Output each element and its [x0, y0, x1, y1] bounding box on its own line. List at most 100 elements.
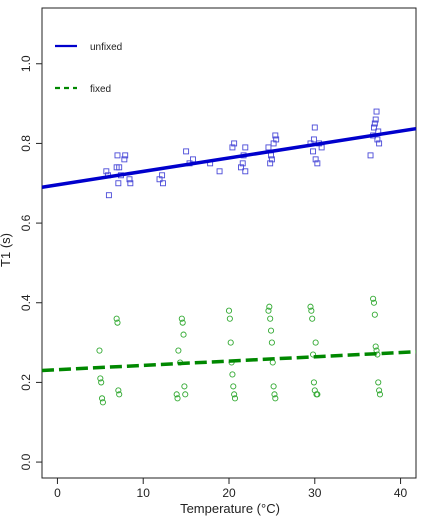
data-point-circle	[180, 331, 187, 338]
data-point-circle	[310, 379, 317, 386]
y-tick-label: 0.4	[19, 294, 33, 311]
data-point-square	[126, 176, 133, 183]
data-point-square	[265, 144, 272, 151]
legend-label-unfixed: unfixed	[90, 42, 122, 53]
data-point-circle	[272, 395, 279, 402]
data-point-circle	[371, 311, 378, 318]
data-point-circle	[114, 319, 121, 326]
data-point-circle	[98, 395, 106, 402]
data-point-circle	[266, 303, 273, 310]
data-point-square	[159, 172, 166, 179]
data-point-square	[272, 132, 279, 139]
fit-line-fixed	[41, 349, 417, 373]
data-point-square	[268, 156, 275, 163]
y-tick-label: 0.0	[19, 453, 33, 470]
data-point-circle	[372, 343, 379, 350]
data-point-circle	[308, 307, 315, 314]
data-point-square	[122, 152, 129, 159]
data-point-circle	[310, 351, 317, 358]
data-point-circle	[376, 387, 383, 394]
data-point-circle	[173, 391, 180, 398]
data-point-circle	[98, 379, 105, 386]
data-point-circle	[370, 295, 377, 302]
data-point-circle	[268, 339, 275, 346]
data-point-circle	[267, 327, 275, 334]
data-point-square	[216, 168, 223, 175]
data-point-square	[231, 140, 238, 147]
data-point-circle	[370, 299, 378, 306]
y-axis: 0.0 0.2 0.4 0.6 0.8 1.0	[19, 55, 42, 470]
legend-label-fixed: fixed	[90, 84, 111, 95]
data-point-square	[314, 160, 321, 167]
data-point-square	[114, 152, 121, 159]
data-point-square	[183, 148, 190, 155]
data-point-circle	[312, 339, 319, 346]
data-point-square	[312, 156, 319, 163]
data-point-circle	[175, 347, 182, 354]
data-point-square	[371, 120, 378, 127]
data-point-square	[239, 160, 246, 167]
data-point-circle	[229, 371, 236, 378]
y-tick-label: 1.0	[19, 55, 33, 72]
data-point-square	[376, 140, 383, 147]
data-point-square	[310, 148, 317, 155]
data-point-circle	[309, 315, 316, 322]
data-point-square	[103, 168, 110, 175]
y-tick-label: 0.8	[19, 135, 33, 152]
data-point-square	[115, 180, 122, 187]
data-point-square	[105, 192, 112, 199]
y-tick-label: 0.2	[19, 374, 33, 391]
data-point-circle	[375, 379, 382, 386]
data-point-circle	[314, 391, 321, 398]
series-unfixed	[103, 108, 383, 199]
x-tick-label: 30	[308, 486, 322, 500]
data-point-square	[238, 164, 244, 171]
data-point-square	[159, 180, 166, 187]
y-axis-label: T1 (s)	[0, 233, 13, 267]
data-point-circle	[181, 383, 188, 390]
plot-frame	[41, 7, 417, 479]
data-point-circle	[231, 391, 238, 398]
data-point-square	[374, 136, 381, 143]
series-fixed	[96, 295, 384, 406]
fit-line-unfixed	[41, 126, 417, 189]
data-point-square	[273, 136, 280, 143]
data-point-square	[371, 124, 377, 131]
data-point-circle	[270, 383, 277, 390]
data-point-circle	[179, 319, 186, 326]
data-point-circle	[267, 315, 274, 322]
x-axis-label: Temperature (°C)	[180, 501, 280, 516]
data-point-circle	[115, 387, 122, 394]
data-point-circle	[226, 315, 233, 322]
data-point-circle	[178, 315, 185, 322]
x-tick-label: 40	[394, 486, 408, 500]
data-point-square	[229, 144, 236, 151]
data-point-square	[373, 108, 380, 115]
x-axis: 0 10 20 30 40	[54, 478, 408, 500]
data-point-square	[310, 136, 317, 143]
data-point-square	[121, 156, 128, 163]
data-point-circle	[116, 391, 123, 398]
data-point-circle	[271, 391, 278, 398]
fit-lines	[41, 126, 417, 373]
data-point-circle	[182, 391, 189, 398]
data-point-square	[311, 124, 318, 131]
data-point-circle	[265, 307, 272, 314]
x-tick-label: 10	[137, 486, 151, 500]
data-point-circle	[307, 303, 314, 310]
data-point-circle	[231, 395, 239, 402]
data-point-circle	[99, 399, 106, 406]
y-tick-label: 0.6	[19, 214, 33, 231]
data-point-circle	[376, 391, 384, 398]
plot-border	[41, 7, 417, 479]
data-point-square	[242, 144, 249, 151]
data-point-square	[372, 116, 379, 123]
series-layer	[96, 108, 384, 406]
data-point-square	[127, 180, 134, 187]
data-point-square	[267, 160, 274, 167]
data-point-circle	[97, 375, 104, 382]
data-point-square	[367, 152, 374, 159]
data-point-circle	[227, 339, 234, 346]
data-point-circle	[230, 383, 237, 390]
